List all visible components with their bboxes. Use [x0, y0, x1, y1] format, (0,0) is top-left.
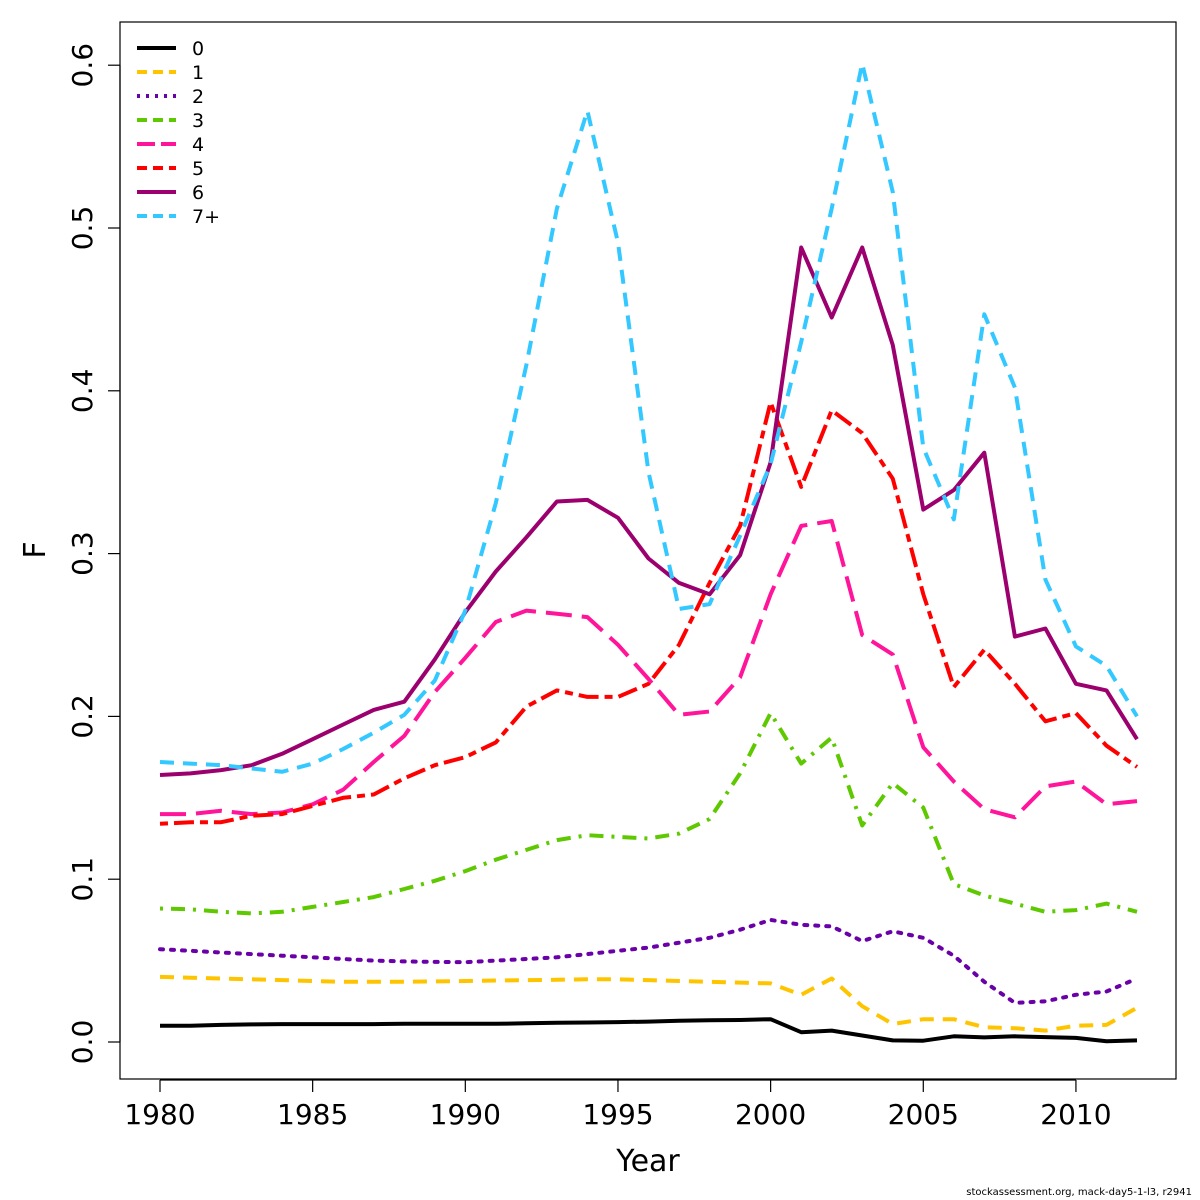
series-line-age-4 — [160, 519, 1138, 820]
series-line-age-0 — [160, 1017, 1138, 1044]
series-layer — [158, 61, 1139, 1044]
x-tick-label: 2005 — [888, 1098, 959, 1131]
footer-credit: stockassessment.org, mack-day5-1-l3, r29… — [966, 1187, 1192, 1198]
x-tick-label: 1985 — [277, 1098, 348, 1131]
legend-label: 0 — [192, 38, 204, 60]
legend-label: 4 — [192, 134, 204, 156]
x-tick-label: 1995 — [582, 1098, 653, 1131]
legend-label: 5 — [192, 158, 204, 180]
axes: 1980 1985 1990 1995 2000 2005 2010 0.0 0.1 0.2 0.3… — [66, 43, 1112, 1131]
legend-label: 3 — [192, 110, 204, 132]
x-tick-label: 1980 — [124, 1098, 195, 1131]
y-tick-label: 0.1 — [66, 857, 99, 902]
x-tick-label: 2010 — [1040, 1098, 1111, 1131]
x-tick-label: 2000 — [735, 1098, 806, 1131]
series-line-age-3 — [159, 711, 1138, 916]
y-tick-label: 0.5 — [66, 206, 99, 251]
x-axis-title: Year — [615, 1144, 680, 1179]
y-tick-label: 0.2 — [66, 694, 99, 739]
series-line-age-2 — [158, 917, 1139, 1005]
x-tick-label: 1990 — [430, 1098, 501, 1131]
y-axis-title: F — [18, 541, 53, 558]
series-line-age-7plus — [159, 61, 1139, 774]
y-tick-label: 0.4 — [66, 369, 99, 414]
y-tick-label: 0.6 — [66, 43, 99, 88]
legend-label: 6 — [192, 182, 204, 204]
series-line-age-5 — [159, 400, 1139, 826]
legend-label: 7+ — [192, 206, 220, 228]
plot-box — [119, 21, 1177, 1080]
series-line-age-1 — [159, 974, 1138, 1033]
legend-label: 2 — [192, 86, 204, 108]
legend-label: 1 — [192, 62, 204, 84]
y-tick-label: 0.0 — [66, 1020, 99, 1065]
series-line-age-6 — [159, 245, 1139, 777]
y-tick-label: 0.3 — [66, 531, 99, 576]
